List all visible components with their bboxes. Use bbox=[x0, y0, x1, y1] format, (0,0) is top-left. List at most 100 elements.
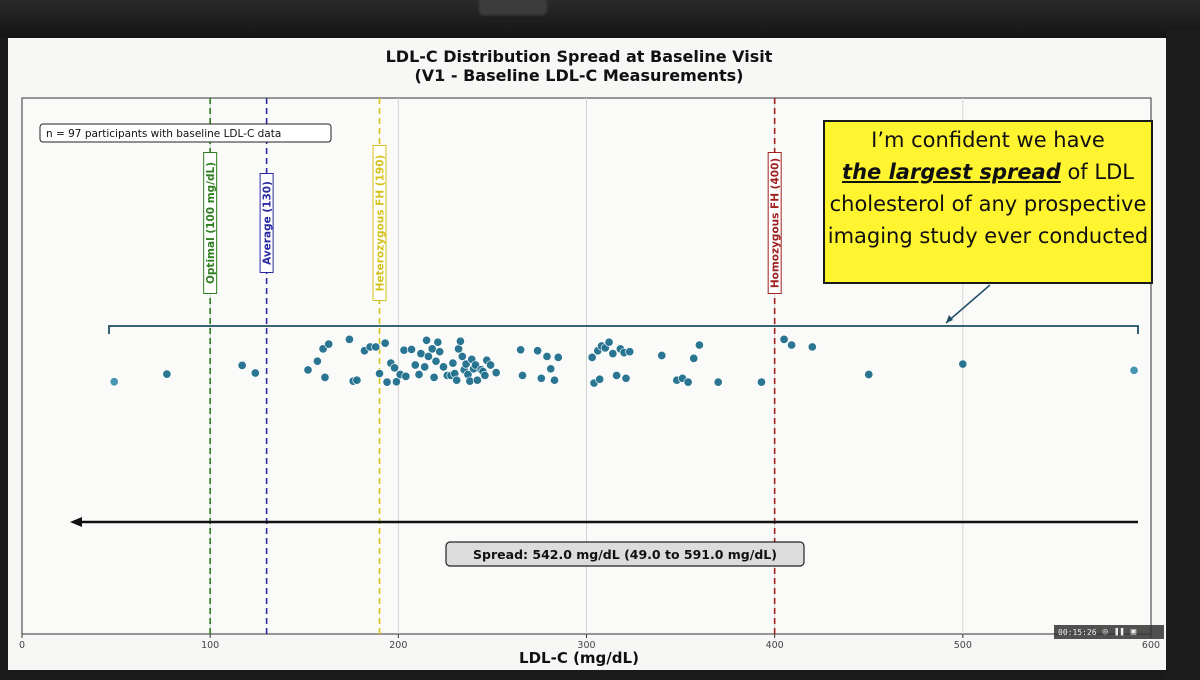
ref-label-box-0 bbox=[203, 152, 218, 294]
data-point bbox=[237, 360, 247, 370]
data-point bbox=[406, 344, 417, 354]
data-point bbox=[621, 373, 631, 383]
data-point bbox=[453, 344, 464, 354]
data-point bbox=[452, 375, 462, 385]
data-point bbox=[427, 344, 437, 354]
data-point bbox=[431, 356, 441, 366]
data-point bbox=[324, 339, 334, 349]
ref-label-box-2 bbox=[372, 145, 387, 301]
x-tick-label-400: 400 bbox=[766, 640, 784, 651]
x-axis-label: LDL-C (mg/dL) bbox=[519, 649, 639, 667]
data-point bbox=[429, 372, 439, 382]
data-point bbox=[694, 340, 704, 350]
data-point bbox=[344, 334, 354, 344]
monitor-bezel-right bbox=[1166, 30, 1200, 680]
data-point bbox=[516, 345, 526, 355]
chart-title: LDL-C Distribution Spread at Baseline Vi… bbox=[386, 47, 773, 66]
data-point bbox=[401, 371, 411, 381]
data-point bbox=[352, 375, 362, 385]
data-point bbox=[438, 362, 449, 372]
data-point bbox=[756, 377, 767, 387]
x-tick-label-500: 500 bbox=[954, 640, 972, 651]
data-point bbox=[312, 356, 322, 366]
presentation-screen: LDL-C Distribution Spread at Baseline Vi… bbox=[8, 38, 1166, 670]
data-point bbox=[250, 368, 260, 378]
fullscreen-icon[interactable]: ▣ bbox=[1130, 627, 1137, 637]
data-point bbox=[485, 360, 496, 370]
data-point bbox=[542, 351, 552, 361]
annotation-emphasis: the largest spread bbox=[842, 160, 1061, 184]
data-point bbox=[423, 351, 433, 361]
x-tick-label-600: 600 bbox=[1142, 640, 1160, 651]
annotation-box: I’m confident we have the largest spread… bbox=[823, 120, 1153, 284]
data-point bbox=[303, 365, 313, 375]
data-point bbox=[390, 363, 400, 373]
reference-lines: Optimal (100 mg/dL) Average (130) Heterozy… bbox=[203, 98, 782, 634]
data-point bbox=[546, 364, 556, 374]
data-point bbox=[864, 369, 874, 380]
data-point bbox=[713, 377, 723, 387]
data-point bbox=[320, 372, 330, 382]
data-point bbox=[517, 370, 528, 380]
pause-icon[interactable]: ❚❚ bbox=[1113, 627, 1125, 637]
n-note-box: n = 97 participants with baseline LDL-C … bbox=[39, 123, 332, 143]
ref-label-1: Average (130) bbox=[262, 181, 274, 265]
data-point bbox=[410, 360, 420, 370]
data-point bbox=[391, 377, 402, 387]
spread-label: Spread: 542.0 mg/dL (49.0 to 591.0 mg/dL… bbox=[473, 547, 777, 562]
x-tick-label-100: 100 bbox=[201, 640, 219, 651]
x-tick-label-200: 200 bbox=[389, 640, 407, 651]
data-point bbox=[109, 377, 119, 387]
data-point bbox=[382, 377, 392, 387]
data-point bbox=[399, 345, 409, 355]
data-point bbox=[491, 368, 501, 378]
annotation-text-1: I’m confident we have bbox=[871, 128, 1105, 152]
data-point bbox=[787, 340, 797, 350]
callout-arrow bbox=[945, 284, 991, 324]
data-point bbox=[533, 346, 543, 356]
data-point bbox=[435, 347, 445, 357]
callout-arrow-head bbox=[946, 315, 953, 323]
data-point bbox=[958, 359, 968, 369]
data-point bbox=[549, 375, 560, 385]
webcam-notch bbox=[478, 0, 548, 18]
ref-label-box-1 bbox=[259, 173, 274, 273]
data-point bbox=[480, 370, 490, 380]
data-points bbox=[109, 334, 1139, 388]
data-point bbox=[625, 347, 635, 357]
data-point bbox=[472, 375, 482, 385]
data-point bbox=[595, 374, 605, 384]
monitor-bezel-top bbox=[0, 0, 1200, 38]
data-point bbox=[455, 336, 465, 346]
video-time: 00:15:26 bbox=[1058, 627, 1097, 637]
data-point bbox=[448, 358, 458, 368]
data-point bbox=[553, 352, 563, 362]
data-point bbox=[608, 349, 618, 359]
spread-label-box: Spread: 542.0 mg/dL (49.0 to 591.0 mg/dL… bbox=[445, 541, 805, 567]
data-point bbox=[380, 338, 390, 348]
ref-label-box-3 bbox=[767, 152, 782, 294]
data-point bbox=[422, 335, 432, 345]
data-point bbox=[689, 353, 699, 363]
annotation-text-2: of LDL cholesterol of any prospective im… bbox=[827, 160, 1149, 248]
spread-bracket bbox=[108, 325, 1139, 334]
n-note-text: n = 97 participants with baseline LDL-C … bbox=[46, 128, 281, 140]
data-point bbox=[420, 362, 430, 372]
ref-label-0: Optimal (100 mg/dL) bbox=[205, 162, 217, 284]
data-point bbox=[612, 370, 622, 380]
data-point bbox=[807, 342, 817, 352]
data-point bbox=[465, 376, 475, 386]
data-point bbox=[162, 369, 172, 379]
data-point bbox=[604, 337, 614, 347]
data-point bbox=[414, 369, 424, 380]
data-point bbox=[371, 342, 381, 352]
data-point bbox=[1129, 365, 1139, 375]
ref-label-2: Heterozygous FH (190) bbox=[375, 155, 387, 292]
data-point bbox=[416, 349, 426, 359]
data-point bbox=[536, 373, 546, 383]
camera-icon[interactable]: ◎ bbox=[1102, 627, 1108, 637]
data-point bbox=[457, 351, 467, 361]
data-point bbox=[683, 377, 693, 387]
video-controls[interactable]: 00:15:26 ◎ ❚❚ ▣ bbox=[1054, 625, 1164, 639]
data-point bbox=[433, 337, 443, 347]
